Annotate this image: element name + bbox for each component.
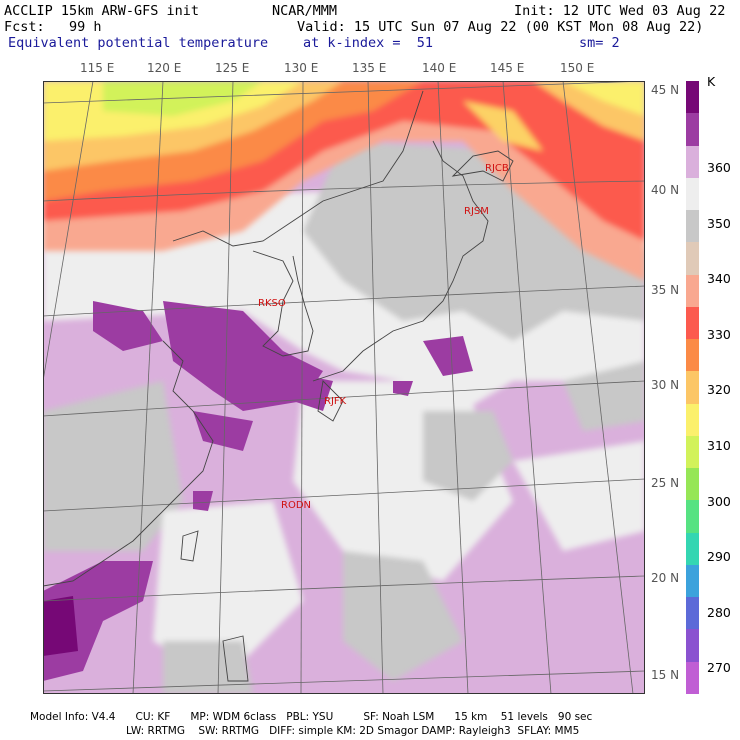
- colorbar-swatch: [686, 435, 699, 469]
- colorbar-label: 340: [707, 271, 731, 287]
- lat-tick: 30 N: [651, 378, 680, 392]
- coastlines: [43, 90, 514, 682]
- k-index: at k-index = 51: [303, 35, 434, 51]
- colorbar-label: 310: [707, 438, 731, 453]
- colorbar-swatch: [686, 339, 699, 372]
- colorbar-swatch: [686, 564, 699, 598]
- lat-tick: 35 N: [651, 283, 680, 297]
- map-frame: [43, 81, 645, 694]
- lon-tick: 135 E: [352, 61, 387, 75]
- warm-northern-band: [43, 81, 645, 281]
- graticule: [43, 81, 645, 694]
- moderate-theta-regions: [43, 141, 645, 694]
- colorbar-label: 360: [707, 160, 731, 175]
- lon-tick: 130 E: [284, 61, 319, 75]
- theta-e-map: RJCB RJSM RKSO RJFK RODN: [43, 81, 645, 694]
- colorbar-swatch: [686, 177, 699, 211]
- colorbar-swatch: [686, 597, 699, 630]
- colorbar-swatch: [686, 81, 699, 114]
- lat-tick: 45 N: [651, 83, 680, 97]
- lon-tick: 150 E: [560, 61, 595, 75]
- field-name: Equivalent potential temperature: [8, 35, 269, 51]
- colorbar-swatch: [686, 661, 699, 695]
- valid-time: Valid: 15 UTC Sun 07 Aug 22 (00 KST Mon …: [297, 19, 704, 35]
- colorbar-swatch: [686, 532, 699, 566]
- colorbar-label: 330: [707, 326, 731, 342]
- lat-tick: 15 N: [651, 668, 680, 682]
- init-time: Init: 12 UTC Wed 03 Aug 22: [514, 3, 726, 19]
- stations: RJCB RJSM RKSO RJFK RODN: [258, 163, 509, 511]
- colorbar-swatch: [686, 468, 699, 501]
- lat-tick: 20 N: [651, 571, 680, 585]
- colorbar-label: 270: [707, 660, 731, 676]
- lat-tick: 40 N: [651, 183, 680, 197]
- station-label-rjfk: RJFK: [324, 396, 347, 407]
- lon-tick: 120 E: [147, 61, 182, 75]
- station-label-rkso: RKSO: [258, 298, 286, 309]
- high-theta-patches: [43, 301, 473, 681]
- model-title: ACCLIP 15km ARW-GFS init: [4, 3, 200, 19]
- model-info-line1: Model Info: V4.4 CU: KF MP: WDM 6class P…: [30, 711, 593, 723]
- colorbar-swatch: [686, 629, 699, 663]
- colorbar-swatch: [686, 145, 699, 179]
- institution: NCAR/MMM: [272, 3, 338, 19]
- station-label-rodn: RODN: [281, 500, 311, 511]
- colorbar-label: 320: [707, 382, 731, 398]
- colorbar-label: 290: [707, 549, 731, 565]
- smoothing: sm= 2: [579, 35, 620, 51]
- colorbar-swatch: [686, 274, 699, 308]
- lon-tick: 145 E: [490, 61, 525, 75]
- colorbar-unit: K: [707, 74, 716, 89]
- colorbar-swatch: [686, 306, 699, 340]
- colorbar-swatch: [686, 113, 699, 146]
- colorbar-label: 350: [707, 215, 731, 231]
- colorbar-swatch: [686, 210, 699, 243]
- lon-tick: 140 E: [422, 61, 457, 75]
- station-label-rjsm: RJSM: [464, 206, 489, 217]
- station-label-rjcb: RJCB: [485, 163, 509, 174]
- colorbar-swatch: [686, 371, 699, 405]
- lon-tick: 115 E: [80, 61, 115, 75]
- colorbar-swatch: [686, 500, 699, 534]
- colorbar-label: 280: [707, 604, 731, 620]
- colorbar-swatch: [686, 242, 699, 276]
- model-info-line2: LW: RRTMG SW: RRTMG DIFF: simple KM: 2D …: [126, 725, 580, 737]
- colorbar-swatch: [686, 403, 699, 437]
- lat-tick: 25 N: [651, 476, 680, 490]
- lon-tick: 125 E: [215, 61, 250, 75]
- forecast-hour: Fcst: 99 h: [4, 19, 102, 35]
- colorbar-label: 300: [707, 493, 731, 509]
